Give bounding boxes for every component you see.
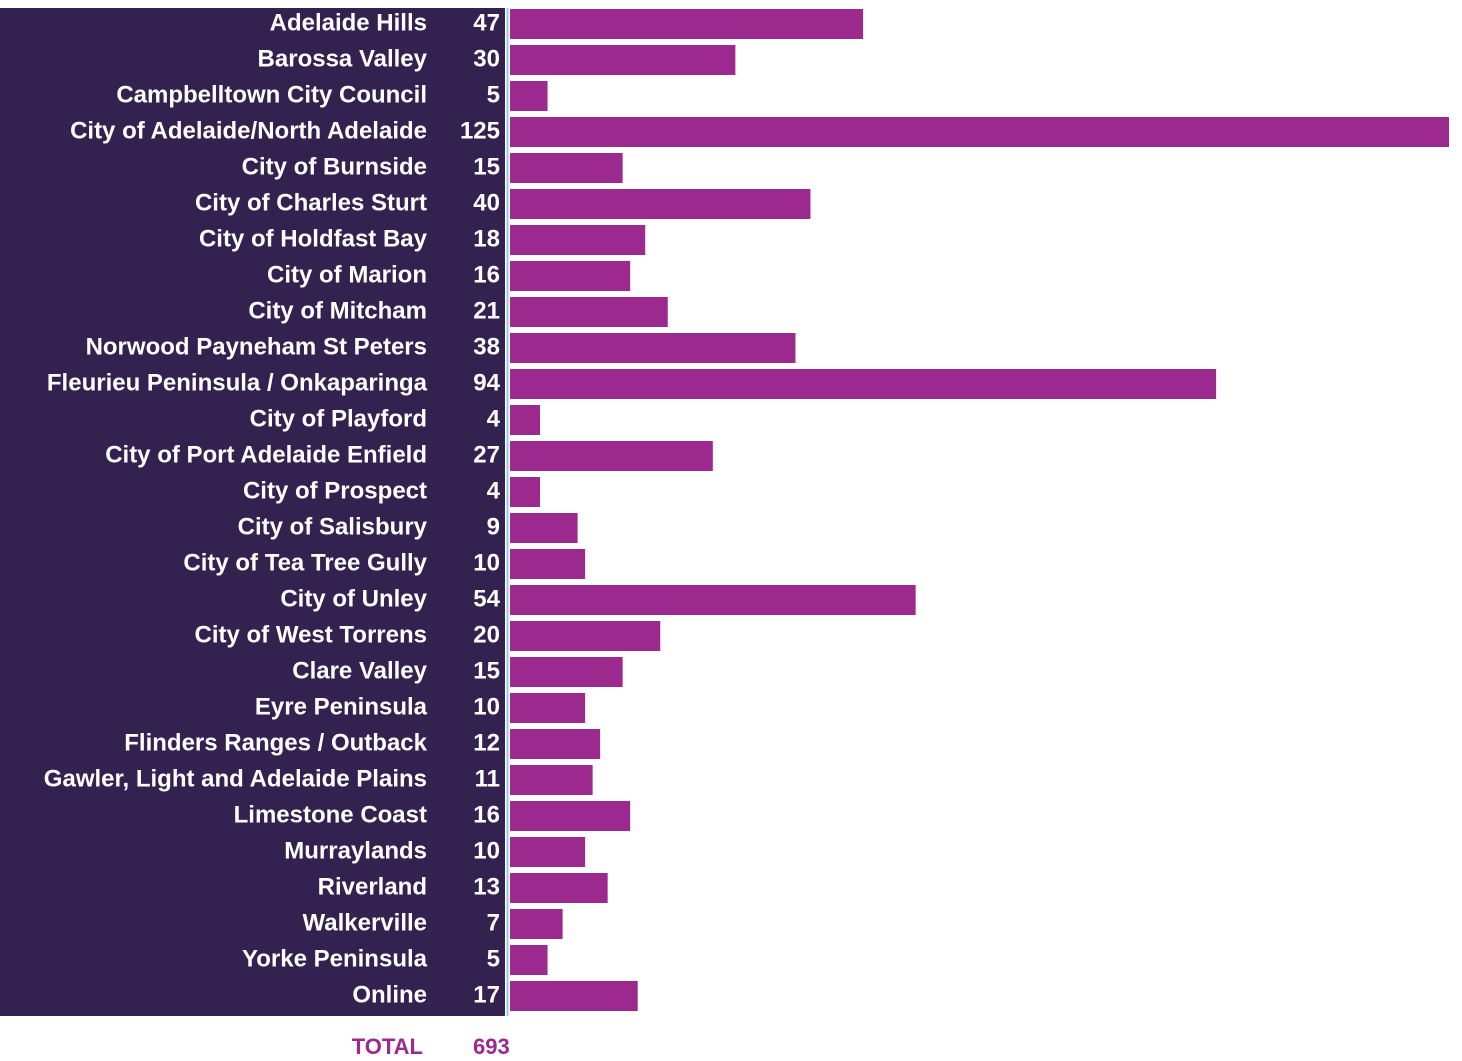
bar — [510, 513, 578, 543]
total-value: 693 — [473, 1034, 510, 1059]
bar — [510, 549, 586, 579]
category-label: Fleurieu Peninsula / Onkaparinga — [47, 369, 428, 396]
value-label: 16 — [473, 261, 500, 288]
bar — [510, 621, 661, 651]
bar — [510, 585, 916, 615]
bar — [510, 801, 631, 831]
category-label: Murraylands — [284, 837, 427, 864]
category-label: Online — [352, 981, 427, 1008]
category-label: City of Playford — [250, 405, 427, 432]
bar — [510, 693, 586, 723]
value-label: 40 — [473, 189, 500, 216]
bar — [510, 297, 668, 327]
bar — [510, 261, 631, 291]
bar — [510, 441, 713, 471]
category-label: City of Mitcham — [248, 297, 427, 324]
category-label: City of West Torrens — [195, 621, 427, 648]
category-label: Gawler, Light and Adelaide Plains — [44, 765, 427, 792]
value-label: 4 — [487, 477, 501, 504]
value-label: 125 — [460, 117, 500, 144]
value-label: 10 — [473, 837, 500, 864]
bar — [510, 657, 623, 687]
value-label: 18 — [473, 225, 500, 252]
category-label: City of Tea Tree Gully — [183, 549, 427, 576]
category-label: City of Prospect — [243, 477, 427, 504]
category-label: City of Salisbury — [238, 513, 428, 540]
category-label: City of Port Adelaide Enfield — [105, 441, 427, 468]
category-label: Adelaide Hills — [270, 9, 427, 36]
value-label: 38 — [473, 333, 500, 360]
value-label: 9 — [487, 513, 500, 540]
value-label: 4 — [487, 405, 501, 432]
category-label: City of Adelaide/North Adelaide — [70, 117, 427, 144]
total-label: TOTAL — [352, 1034, 423, 1059]
value-label: 7 — [487, 909, 500, 936]
bar — [510, 873, 608, 903]
value-label: 5 — [487, 945, 500, 972]
category-label: Limestone Coast — [234, 801, 427, 828]
bar — [510, 369, 1217, 399]
label-panel — [0, 8, 505, 1016]
value-label: 11 — [475, 765, 500, 792]
bar — [510, 45, 736, 75]
category-label: Riverland — [318, 873, 427, 900]
value-label: 16 — [473, 801, 500, 828]
category-label: Yorke Peninsula — [242, 945, 428, 972]
category-label: Campbelltown City Council — [116, 81, 427, 108]
value-label: 12 — [473, 729, 500, 756]
value-label: 15 — [473, 153, 500, 180]
bar — [510, 117, 1449, 147]
bar — [510, 405, 541, 435]
bar — [510, 81, 548, 111]
value-label: 13 — [473, 873, 500, 900]
category-label: City of Marion — [267, 261, 427, 288]
bar — [510, 153, 623, 183]
value-label: 54 — [473, 585, 500, 612]
value-label: 15 — [473, 657, 500, 684]
value-label: 17 — [473, 981, 500, 1008]
value-label: 10 — [473, 693, 500, 720]
bar — [510, 9, 864, 39]
category-label: Eyre Peninsula — [255, 693, 428, 720]
value-label: 10 — [473, 549, 500, 576]
bar — [510, 837, 586, 867]
category-label: City of Burnside — [242, 153, 427, 180]
category-label: Clare Valley — [292, 657, 427, 684]
bar — [510, 477, 541, 507]
bar — [510, 909, 563, 939]
category-label: Norwood Payneham St Peters — [86, 333, 427, 360]
value-label: 30 — [473, 45, 500, 72]
bar — [510, 189, 811, 219]
value-label: 94 — [473, 369, 500, 396]
bar — [510, 945, 548, 975]
bar — [510, 981, 638, 1011]
value-label: 5 — [487, 81, 500, 108]
value-label: 21 — [473, 297, 500, 324]
category-label: City of Unley — [280, 585, 427, 612]
value-label: 20 — [473, 621, 500, 648]
category-label: Barossa Valley — [258, 45, 428, 72]
category-label: City of Holdfast Bay — [199, 225, 428, 252]
category-label: Walkerville — [302, 909, 427, 936]
bar — [510, 225, 646, 255]
value-label: 27 — [473, 441, 500, 468]
bar — [510, 729, 601, 759]
bar — [510, 333, 796, 363]
category-label: City of Charles Sturt — [195, 189, 427, 216]
value-label: 47 — [473, 9, 500, 36]
bar — [510, 765, 593, 795]
category-label: Flinders Ranges / Outback — [124, 729, 427, 756]
